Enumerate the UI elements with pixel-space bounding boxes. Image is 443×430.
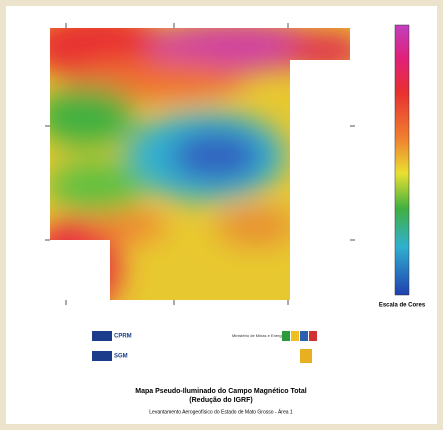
color-scale (395, 25, 409, 295)
logos: CPRM SGM Ministério de Minas e Energia (92, 331, 317, 363)
logo-text: Ministério de Minas e Energia (232, 333, 285, 338)
map-sheet: Escala de Cores CPRM SGM Ministério de M… (6, 6, 437, 424)
logo-text: SGM (114, 354, 128, 360)
magnetic-map (26, 11, 366, 316)
map-title: Mapa Pseudo-Iluminado do Campo Magnético… (135, 388, 306, 395)
color-scale-label: Escala de Cores (379, 303, 426, 309)
map-title: (Redução do IGRF) (189, 397, 252, 404)
page-frame: Escala de Cores CPRM SGM Ministério de M… (6, 6, 437, 424)
logo-text: CPRM (114, 334, 132, 340)
map-subtitle: Levantamento Aerogeofísico do Estado de … (149, 408, 293, 415)
